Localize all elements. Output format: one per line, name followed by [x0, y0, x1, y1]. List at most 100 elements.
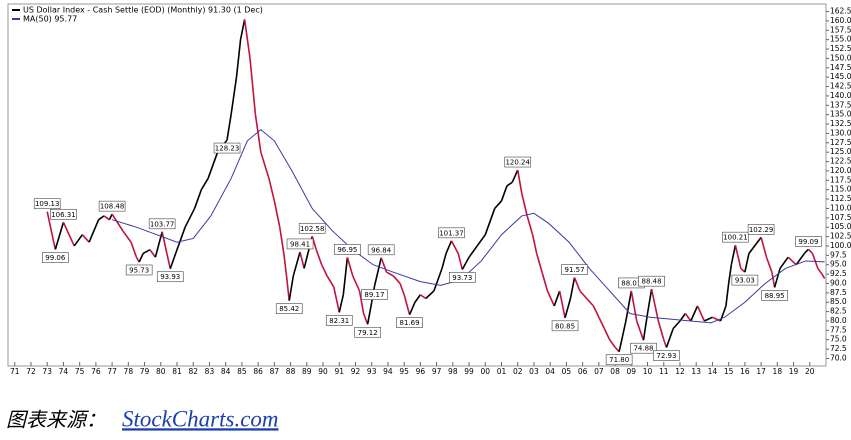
price-segment — [494, 200, 503, 209]
y-tick-label: 140.0 — [830, 91, 851, 100]
price-segment — [425, 290, 435, 300]
annotation-box — [761, 290, 788, 301]
annotation-label: 79.12 — [358, 329, 378, 337]
y-tick-label: 112.5 — [830, 194, 851, 203]
annotation-label: 85.42 — [279, 305, 299, 313]
x-tick-label: 99 — [464, 367, 474, 376]
annotation-label: 99.06 — [45, 254, 66, 262]
annotation-box — [325, 315, 353, 326]
annotation-label: 91.57 — [564, 266, 584, 274]
annotation-label: 103.77 — [150, 220, 175, 228]
price-segment — [817, 267, 823, 275]
annotation-label: 80.85 — [555, 322, 575, 330]
x-tick-label: 11 — [659, 367, 669, 376]
price-segment — [625, 290, 633, 322]
price-segment — [315, 249, 323, 265]
annotation-box — [731, 274, 759, 286]
price-segment — [771, 272, 776, 288]
x-tick-label: 16 — [740, 367, 750, 376]
y-tick-label: 117.5 — [830, 175, 851, 184]
x-tick-label: 95 — [399, 367, 409, 376]
price-segment — [386, 271, 394, 277]
price-segment — [169, 256, 176, 269]
price-segment — [193, 189, 203, 209]
price-segment — [362, 313, 369, 325]
price-segment — [476, 234, 486, 247]
x-tick-label: 09 — [627, 367, 637, 376]
price-segment — [450, 240, 459, 254]
price-segment — [614, 346, 620, 353]
price-segment — [807, 248, 814, 255]
price-segment — [526, 215, 534, 235]
annotation-box — [438, 227, 465, 239]
annotation-box — [561, 264, 588, 275]
price-segment — [392, 275, 401, 285]
annotation-label: 74.88 — [633, 345, 653, 353]
price-segment — [662, 339, 668, 348]
annotation-label: 88.01 — [621, 279, 641, 287]
annotation-box — [42, 252, 69, 263]
price-segment — [569, 277, 576, 299]
annotation-box — [551, 320, 579, 332]
annotation-label: 102.58 — [300, 225, 325, 233]
annotation-box — [354, 326, 381, 338]
price-segment — [254, 114, 262, 153]
y-tick-label: 132.5 — [830, 119, 851, 128]
price-segment — [657, 320, 665, 340]
price-segment — [712, 316, 721, 322]
annotation-box — [448, 272, 476, 283]
price-segment — [672, 320, 681, 330]
price-segment — [326, 275, 335, 288]
price-segment — [373, 257, 382, 287]
price-segment — [243, 19, 251, 59]
x-tick-label: 97 — [432, 367, 442, 376]
annotation-box — [361, 289, 388, 300]
x-tick-label: 20 — [805, 367, 815, 376]
annotation-box — [795, 236, 822, 247]
annotation-label: 96.84 — [371, 246, 392, 254]
annotation-box — [638, 275, 665, 287]
annotation-label: 96.95 — [337, 246, 357, 254]
price-segment — [149, 249, 157, 258]
price-segment — [138, 253, 144, 263]
price-segment — [635, 320, 645, 341]
x-tick-label: 88 — [286, 367, 296, 376]
price-segment — [803, 248, 809, 255]
price-segment — [457, 253, 464, 270]
price-segment — [122, 230, 132, 243]
annotation-label: 95.73 — [129, 266, 149, 274]
caption-source[interactable]: StockCharts.com — [122, 406, 279, 431]
x-tick-label: 79 — [140, 367, 150, 376]
y-tick-label: 115.0 — [830, 185, 851, 194]
x-tick-label: 12 — [675, 367, 685, 376]
x-tick-label: 03 — [529, 367, 539, 376]
price-segment — [81, 234, 90, 243]
annotation-label: 88.95 — [765, 292, 785, 300]
y-tick-label: 72.5 — [830, 344, 847, 353]
y-tick-label: 160.0 — [830, 16, 851, 25]
price-segment — [727, 264, 733, 284]
legend-label: MA(50) 95.77 — [23, 15, 77, 24]
y-tick-label: 87.5 — [830, 288, 847, 297]
annotation-label: 93.03 — [735, 277, 755, 285]
x-tick-label: 84 — [221, 367, 231, 376]
y-tick-label: 70.0 — [830, 353, 847, 362]
price-segment — [765, 256, 773, 273]
price-segment — [609, 339, 616, 348]
price-segment — [541, 271, 549, 292]
annotation-box — [367, 244, 395, 256]
x-tick-label: 94 — [383, 367, 393, 376]
price-segment — [603, 328, 611, 341]
y-tick-label: 97.5 — [830, 250, 847, 259]
price-segment — [696, 305, 706, 322]
price-segment — [399, 283, 405, 295]
annotation-label: 72.93 — [656, 352, 676, 360]
price-segment — [130, 241, 138, 258]
x-tick-label: 18 — [773, 367, 783, 376]
price-segment — [511, 169, 519, 183]
y-tick-label: 162.5 — [830, 7, 851, 16]
x-tick-label: 76 — [91, 367, 101, 376]
annotation-label: 108.48 — [100, 203, 125, 211]
annotation-label: 88.48 — [642, 278, 662, 286]
price-segment — [184, 208, 196, 228]
